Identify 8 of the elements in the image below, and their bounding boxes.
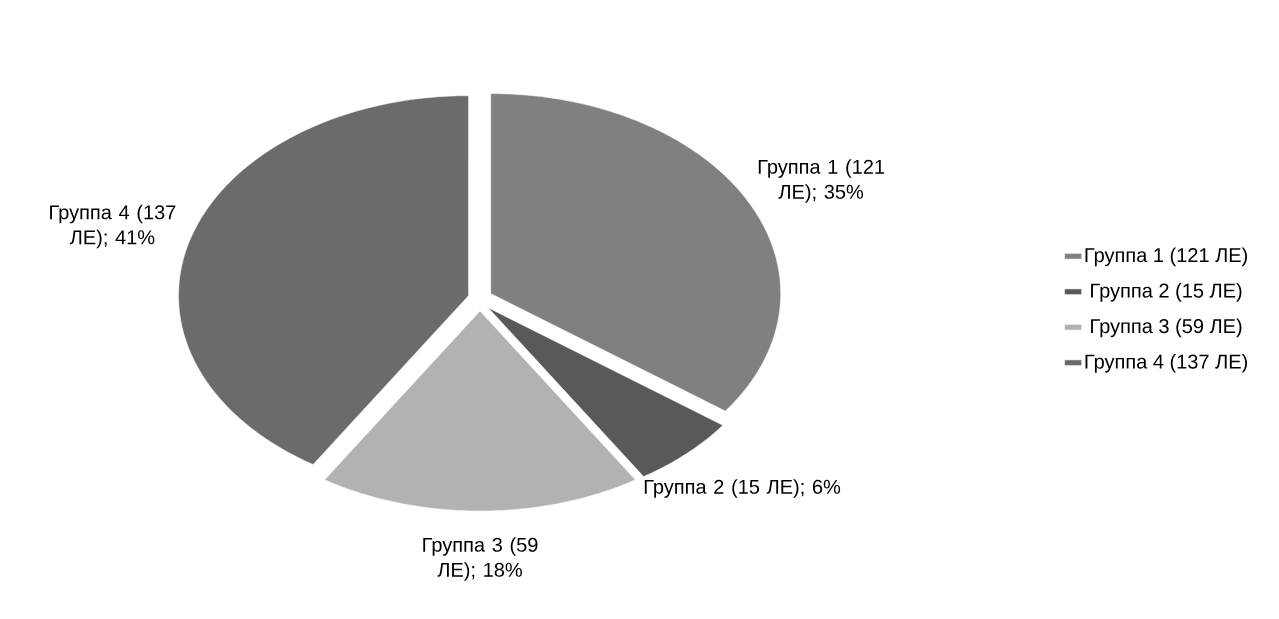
legend-label: Группа 1 (121 ЛЕ) [1085, 247, 1247, 267]
data-label: Группа 1 (121 ЛЕ); 35% [758, 159, 885, 203]
legend-label: Группа 4 (137 ЛЕ) [1085, 353, 1247, 373]
legend-label: Группа 3 (59 ЛЕ) [1091, 318, 1242, 338]
legend-label: Группа 2 (15 ЛЕ) [1091, 283, 1242, 302]
data-label: Группа 2 (15 ЛЕ); 6% [644, 479, 841, 498]
data-label: Группа 4 (137 ЛЕ); 41% [50, 204, 176, 249]
data-label: Группа 3 (59 ЛЕ); 18% [423, 537, 538, 581]
